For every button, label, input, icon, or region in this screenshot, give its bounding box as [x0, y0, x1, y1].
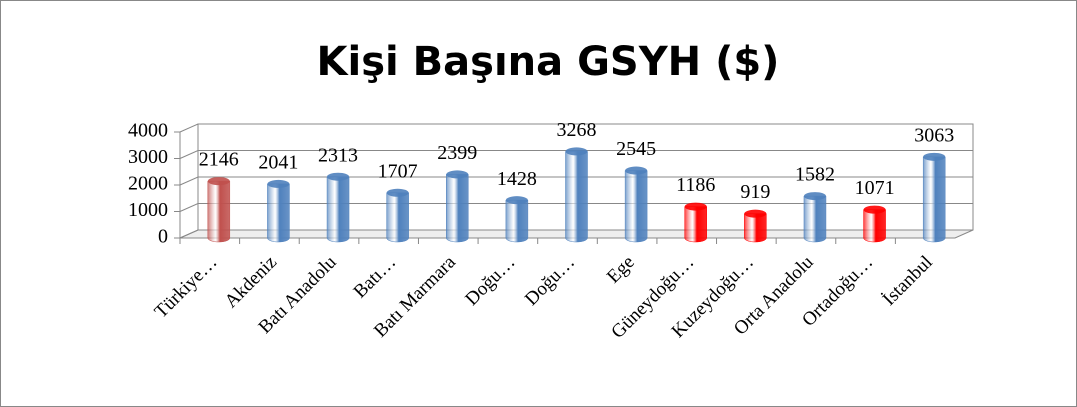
bar — [207, 180, 231, 243]
grid-line — [179, 203, 973, 212]
bar — [267, 183, 290, 243]
grid-line — [179, 229, 973, 239]
bar-top — [744, 209, 767, 218]
bar — [386, 192, 409, 243]
y-tick-label: 4000 — [128, 120, 168, 142]
bar-top — [505, 196, 528, 205]
grid-line — [179, 150, 973, 159]
value-label: 3063 — [914, 124, 954, 146]
bar — [863, 209, 886, 243]
bar — [744, 213, 767, 243]
value-label: 919 — [740, 181, 770, 203]
bar-top — [803, 192, 826, 201]
value-label: 2399 — [437, 142, 477, 164]
value-label: 2313 — [318, 144, 358, 166]
bar-top — [207, 177, 230, 186]
value-label: 2146 — [199, 149, 239, 171]
value-label: 1428 — [497, 168, 537, 190]
value-label: 1707 — [378, 160, 418, 182]
bar-top — [863, 205, 886, 214]
bar — [803, 195, 827, 243]
bar-top — [625, 166, 648, 175]
grid-line — [179, 123, 973, 133]
value-label: 1582 — [795, 164, 835, 186]
y-tick-label: 2000 — [128, 173, 168, 195]
value-label: 1071 — [855, 177, 895, 199]
bar-top — [386, 188, 409, 197]
y-tick-label: 0 — [158, 226, 168, 248]
bar — [505, 199, 529, 243]
bar — [565, 151, 588, 243]
bar — [624, 170, 648, 243]
bar-top — [267, 179, 290, 188]
chart-title: Kişi Başına GSYH ($) — [317, 39, 780, 85]
value-label: 2041 — [258, 152, 298, 174]
bar-top — [923, 152, 946, 161]
y-tick-label: 1000 — [128, 199, 168, 221]
bar — [326, 176, 350, 243]
bar — [922, 156, 946, 243]
bar-top — [327, 172, 350, 181]
y-tick-label: 3000 — [128, 146, 168, 168]
bar — [684, 206, 707, 243]
value-label: 2545 — [616, 138, 656, 160]
grid-line — [179, 176, 973, 186]
bar-top — [446, 170, 469, 179]
bar-top — [565, 147, 588, 156]
bar-top — [684, 202, 707, 211]
bar — [446, 174, 469, 243]
value-label: 3268 — [557, 119, 597, 141]
value-label: 1186 — [676, 174, 715, 196]
